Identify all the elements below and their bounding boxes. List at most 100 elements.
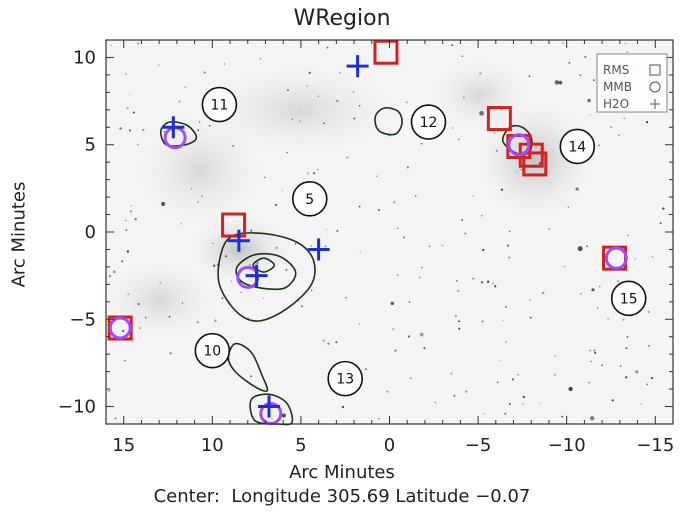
star: [169, 352, 172, 355]
star: [541, 291, 545, 295]
star: [125, 73, 127, 75]
star: [250, 375, 253, 378]
star: [610, 126, 613, 129]
star: [263, 176, 266, 179]
star: [221, 297, 224, 299]
star: [406, 166, 409, 169]
star: [528, 75, 531, 78]
star: [561, 415, 564, 418]
star: [418, 276, 421, 279]
star: [499, 360, 501, 362]
star: [500, 188, 504, 191]
star: [452, 127, 454, 129]
star: [212, 242, 214, 244]
mmb-circle-marker: [507, 133, 531, 157]
star: [611, 399, 614, 402]
star: [419, 332, 424, 337]
star: [322, 339, 325, 342]
star: [326, 46, 329, 49]
star: [396, 274, 399, 277]
region-circle: [291, 181, 328, 217]
marker-layer: [107, 39, 628, 426]
star: [640, 403, 642, 405]
star: [124, 360, 126, 362]
star: [492, 282, 494, 285]
star: [336, 229, 339, 232]
star: [341, 405, 345, 409]
axis-ticks: 15 10 5 0 −5 −10 −15 10 5 0 −5 −10: [58, 39, 674, 456]
star: [622, 318, 625, 321]
star: [230, 280, 233, 283]
star: [114, 417, 117, 420]
star: [659, 222, 662, 225]
star: [198, 121, 201, 123]
star: [137, 303, 140, 306]
star: [598, 144, 600, 147]
star: [358, 205, 361, 208]
star: [414, 194, 417, 197]
star: [505, 341, 507, 343]
star: [386, 390, 389, 393]
star: [590, 360, 592, 363]
h2o-plus-marker: [307, 238, 330, 261]
rms-square-marker: [373, 39, 399, 65]
star: [458, 320, 460, 323]
star: [589, 114, 592, 116]
star: [317, 169, 319, 171]
star: [291, 118, 294, 120]
star: [646, 383, 649, 386]
star: [451, 44, 454, 47]
star: [325, 229, 327, 231]
h2o-plus-marker: [346, 55, 369, 78]
star: [359, 250, 361, 253]
star: [394, 349, 397, 352]
rms-square-marker: [221, 212, 247, 238]
star: [127, 293, 130, 296]
star: [125, 229, 128, 231]
legend-circle-icon: [649, 81, 661, 93]
star: [650, 376, 654, 380]
star: [352, 91, 355, 93]
star: [197, 129, 200, 132]
star: [112, 270, 116, 274]
x-tick-label: −10: [548, 435, 586, 456]
star: [522, 403, 524, 405]
mmb-circle-marker: [604, 246, 628, 270]
region-circle: [410, 104, 447, 140]
star: [596, 307, 599, 309]
star: [662, 207, 665, 210]
star: [619, 365, 622, 367]
star: [453, 394, 456, 397]
star: [568, 61, 571, 64]
star: [580, 293, 582, 295]
star: [281, 189, 283, 192]
region-labels: 11 12 14 5 15 10 13: [194, 86, 647, 397]
y-tick-label: −10: [58, 397, 96, 418]
star: [553, 373, 556, 376]
star: [450, 372, 453, 375]
star: [378, 128, 380, 130]
star: [539, 402, 541, 405]
region-label: 10: [203, 344, 221, 360]
star: [129, 210, 132, 213]
star: [472, 277, 474, 280]
star: [132, 111, 136, 114]
star: [402, 236, 405, 239]
star: [310, 289, 313, 292]
x-tick-label: 0: [384, 435, 395, 456]
star: [598, 285, 601, 288]
region-label: 11: [210, 98, 228, 114]
star: [577, 246, 583, 252]
star: [240, 291, 242, 293]
star: [213, 264, 216, 267]
h2o-plus-marker: [162, 116, 185, 139]
center-caption: Center: Longitude 305.69 Latitude −0.07: [0, 486, 684, 507]
star: [339, 72, 342, 74]
star: [214, 319, 217, 322]
star: [190, 187, 193, 190]
star-field: [108, 42, 665, 421]
legend-label: H2O: [603, 97, 629, 111]
star: [181, 302, 184, 304]
star: [618, 134, 620, 136]
